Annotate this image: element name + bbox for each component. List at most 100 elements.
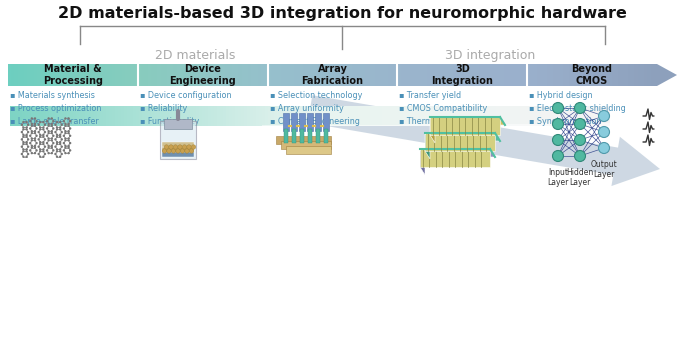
Polygon shape bbox=[102, 64, 105, 86]
Bar bbox=[316, 129, 320, 143]
Polygon shape bbox=[202, 106, 205, 126]
Polygon shape bbox=[634, 64, 638, 86]
Polygon shape bbox=[164, 64, 167, 86]
Circle shape bbox=[59, 126, 62, 129]
Text: ▪ Hybrid design: ▪ Hybrid design bbox=[530, 91, 593, 100]
Polygon shape bbox=[579, 64, 582, 86]
Polygon shape bbox=[349, 106, 352, 126]
Circle shape bbox=[25, 121, 28, 123]
Polygon shape bbox=[356, 64, 358, 86]
Polygon shape bbox=[524, 64, 527, 86]
Polygon shape bbox=[601, 106, 604, 126]
Circle shape bbox=[29, 120, 32, 122]
Polygon shape bbox=[602, 64, 605, 86]
Polygon shape bbox=[268, 106, 271, 126]
Polygon shape bbox=[112, 64, 115, 86]
Circle shape bbox=[22, 126, 25, 129]
Polygon shape bbox=[367, 106, 370, 126]
Circle shape bbox=[169, 145, 173, 149]
Polygon shape bbox=[460, 124, 463, 126]
Circle shape bbox=[39, 128, 41, 131]
Circle shape bbox=[67, 147, 70, 149]
Circle shape bbox=[59, 155, 62, 158]
Circle shape bbox=[62, 127, 65, 130]
Polygon shape bbox=[625, 64, 627, 86]
Polygon shape bbox=[125, 64, 128, 86]
Polygon shape bbox=[415, 106, 418, 126]
Polygon shape bbox=[211, 106, 214, 126]
Circle shape bbox=[47, 152, 50, 154]
Polygon shape bbox=[514, 64, 517, 86]
Polygon shape bbox=[492, 64, 495, 86]
Polygon shape bbox=[631, 64, 634, 86]
Polygon shape bbox=[453, 64, 456, 86]
Polygon shape bbox=[294, 64, 297, 86]
Polygon shape bbox=[298, 106, 301, 126]
Polygon shape bbox=[304, 125, 307, 126]
Polygon shape bbox=[154, 106, 157, 126]
Polygon shape bbox=[248, 64, 251, 86]
Polygon shape bbox=[495, 64, 498, 86]
Bar bbox=[308, 129, 312, 143]
Circle shape bbox=[575, 135, 586, 146]
Circle shape bbox=[67, 152, 70, 154]
Polygon shape bbox=[25, 106, 28, 126]
Polygon shape bbox=[349, 125, 352, 126]
Polygon shape bbox=[193, 64, 196, 86]
Circle shape bbox=[36, 127, 38, 130]
Polygon shape bbox=[322, 106, 325, 126]
Circle shape bbox=[31, 147, 33, 149]
Circle shape bbox=[47, 130, 50, 132]
Circle shape bbox=[46, 127, 48, 130]
Polygon shape bbox=[523, 123, 526, 126]
Polygon shape bbox=[388, 125, 391, 126]
Polygon shape bbox=[364, 106, 367, 126]
Polygon shape bbox=[85, 106, 88, 126]
Polygon shape bbox=[373, 106, 376, 126]
Polygon shape bbox=[397, 125, 400, 126]
Polygon shape bbox=[544, 106, 547, 126]
Polygon shape bbox=[397, 106, 400, 126]
Text: Device
Engineering: Device Engineering bbox=[169, 64, 236, 86]
Polygon shape bbox=[34, 106, 37, 126]
Circle shape bbox=[47, 132, 50, 134]
Circle shape bbox=[29, 127, 32, 130]
Polygon shape bbox=[364, 125, 367, 126]
Circle shape bbox=[51, 125, 53, 127]
Circle shape bbox=[25, 143, 28, 145]
Polygon shape bbox=[346, 106, 349, 126]
Circle shape bbox=[62, 135, 65, 137]
Polygon shape bbox=[256, 106, 259, 126]
Polygon shape bbox=[501, 64, 504, 86]
Polygon shape bbox=[547, 106, 550, 126]
Circle shape bbox=[59, 143, 62, 145]
Polygon shape bbox=[469, 124, 472, 126]
Polygon shape bbox=[469, 64, 472, 86]
Polygon shape bbox=[295, 106, 298, 126]
Polygon shape bbox=[459, 64, 462, 86]
Polygon shape bbox=[147, 64, 151, 86]
Polygon shape bbox=[371, 64, 375, 86]
Polygon shape bbox=[109, 64, 112, 86]
Polygon shape bbox=[446, 64, 449, 86]
Circle shape bbox=[42, 126, 45, 129]
Polygon shape bbox=[222, 64, 225, 86]
Polygon shape bbox=[556, 106, 559, 126]
Polygon shape bbox=[472, 64, 475, 86]
Text: Input
Layer: Input Layer bbox=[547, 168, 569, 187]
Polygon shape bbox=[565, 106, 568, 126]
Polygon shape bbox=[370, 106, 373, 126]
Polygon shape bbox=[8, 64, 11, 86]
Circle shape bbox=[51, 147, 53, 149]
Polygon shape bbox=[355, 125, 358, 126]
Circle shape bbox=[62, 120, 65, 122]
Polygon shape bbox=[331, 125, 334, 126]
Circle shape bbox=[189, 149, 194, 153]
Polygon shape bbox=[391, 64, 394, 86]
Bar bbox=[425, 133, 495, 151]
Bar bbox=[291, 113, 297, 131]
Polygon shape bbox=[433, 64, 436, 86]
Circle shape bbox=[31, 132, 33, 134]
Text: 3D
Integration: 3D Integration bbox=[432, 64, 493, 86]
Circle shape bbox=[62, 142, 65, 144]
